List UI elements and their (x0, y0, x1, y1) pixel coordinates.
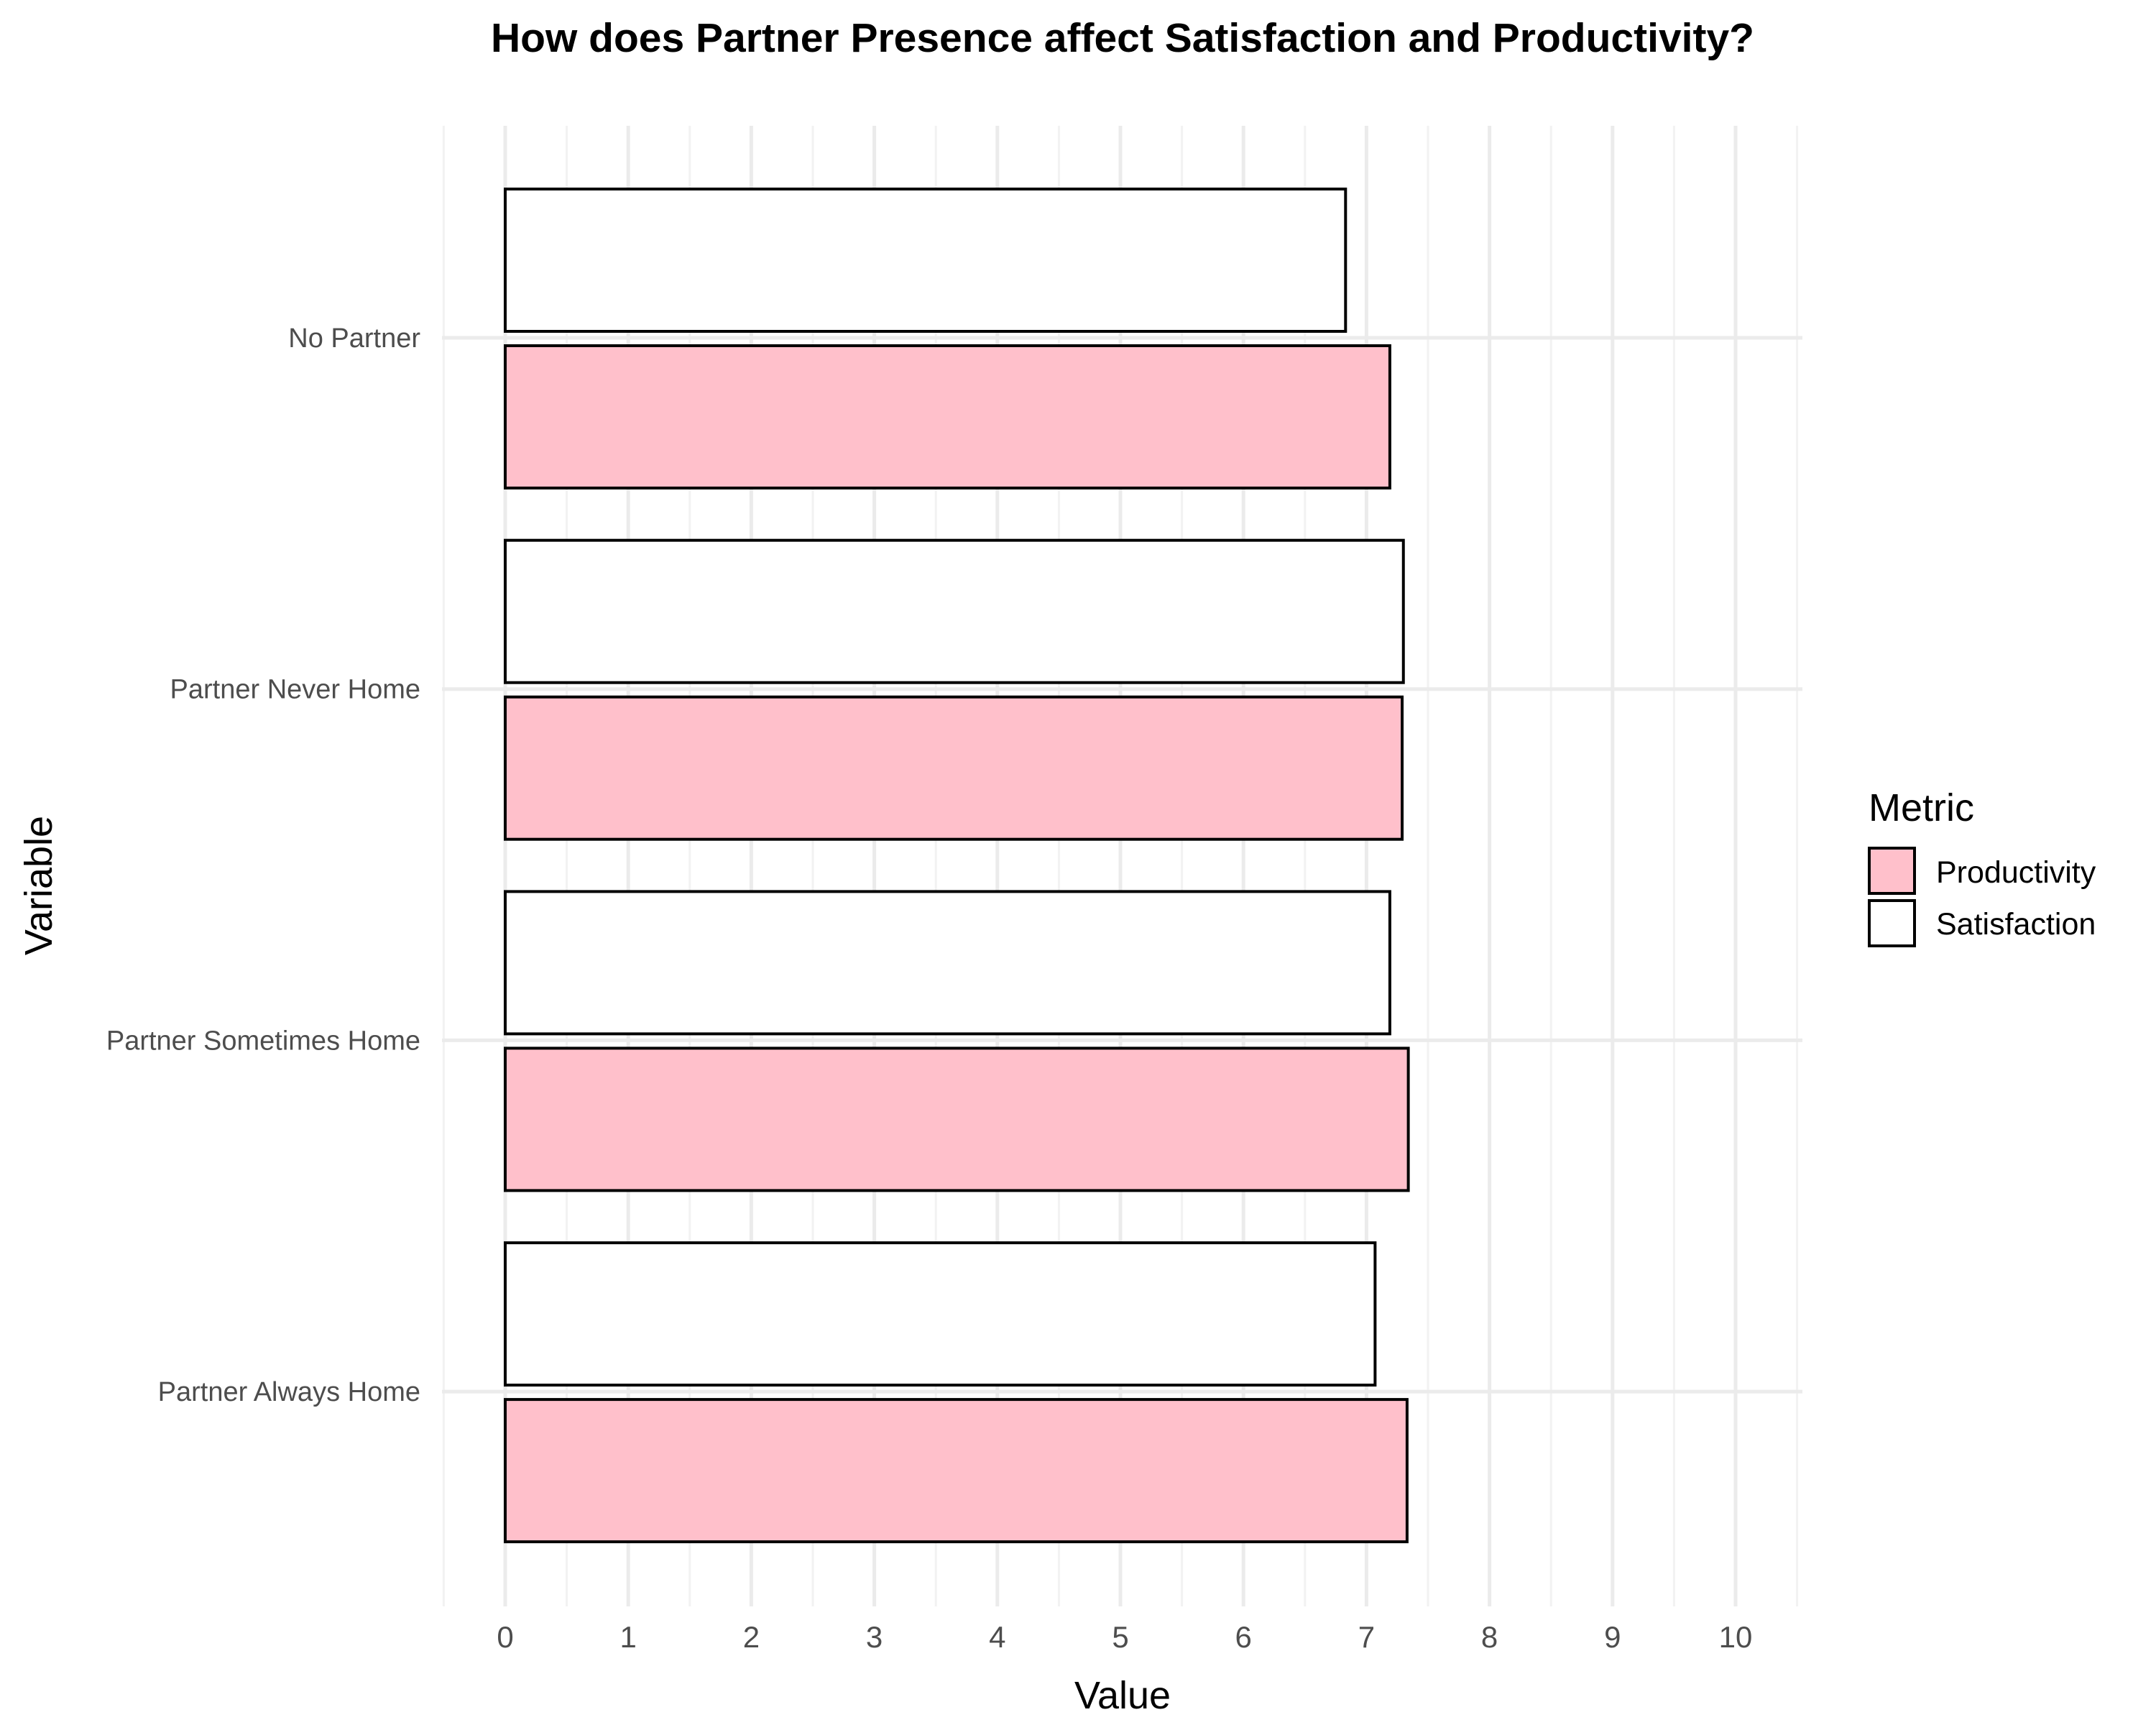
y-category-label: Partner Always Home (158, 1377, 420, 1407)
bar-satisfaction (504, 188, 1348, 333)
bars (504, 188, 1410, 1544)
x-tick-label: 7 (1358, 1620, 1375, 1654)
x-tick-label: 9 (1604, 1620, 1621, 1654)
x-tick-label: 5 (1112, 1620, 1128, 1654)
legend-key-productivity (1868, 847, 1916, 895)
y-category-labels: No Partner Partner Never Home Partner Some… (106, 323, 420, 1407)
x-tick-label: 0 (497, 1620, 513, 1654)
bar-satisfaction (504, 890, 1391, 1036)
bar-productivity (504, 1398, 1409, 1544)
x-tick-label: 10 (1719, 1620, 1753, 1654)
x-axis-title: Value (1074, 1674, 1171, 1717)
legend-title: Metric (1869, 786, 1974, 829)
x-tick-labels: 0 1 2 3 4 5 6 7 8 9 10 (497, 1620, 1752, 1654)
bar-satisfaction (504, 1241, 1377, 1387)
bar-productivity (504, 344, 1391, 489)
legend-label-productivity: Productivity (1936, 855, 2096, 890)
bar-productivity (504, 1046, 1410, 1192)
y-category-label: No Partner (288, 323, 420, 354)
y-category-label: Partner Never Home (170, 675, 420, 705)
legend: Metric Productivity Satisfaction (1868, 786, 2096, 947)
bar-satisfaction (504, 538, 1405, 684)
chart-title: How does Partner Presence affect Satisfa… (491, 15, 1754, 61)
x-tick-label: 3 (866, 1620, 883, 1654)
legend-label-satisfaction: Satisfaction (1936, 907, 2096, 942)
x-tick-label: 2 (743, 1620, 760, 1654)
x-tick-label: 4 (989, 1620, 1005, 1654)
x-tick-label: 8 (1481, 1620, 1498, 1654)
legend-key-satisfaction (1868, 899, 1916, 947)
y-axis-title: Variable (17, 816, 60, 955)
bar-productivity (504, 695, 1404, 841)
y-category-label: Partner Sometimes Home (106, 1026, 420, 1056)
x-tick-label: 6 (1235, 1620, 1252, 1654)
x-tick-label: 1 (620, 1620, 637, 1654)
